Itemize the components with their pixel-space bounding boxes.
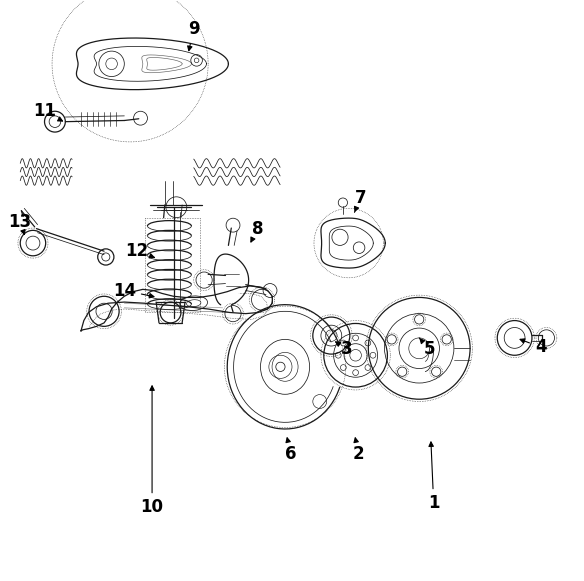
Text: 11: 11 [33, 102, 62, 121]
Text: 10: 10 [141, 386, 164, 517]
Text: 12: 12 [126, 242, 154, 260]
Text: 3: 3 [336, 340, 353, 358]
Text: 13: 13 [9, 213, 32, 235]
Text: 5: 5 [419, 338, 435, 358]
Text: 14: 14 [113, 282, 154, 299]
Text: 2: 2 [353, 438, 364, 462]
Text: 1: 1 [428, 442, 439, 512]
Text: 7: 7 [354, 189, 366, 212]
Text: 9: 9 [187, 20, 200, 51]
Text: 4: 4 [520, 338, 547, 356]
Text: 6: 6 [285, 438, 297, 462]
Text: 8: 8 [251, 220, 263, 242]
